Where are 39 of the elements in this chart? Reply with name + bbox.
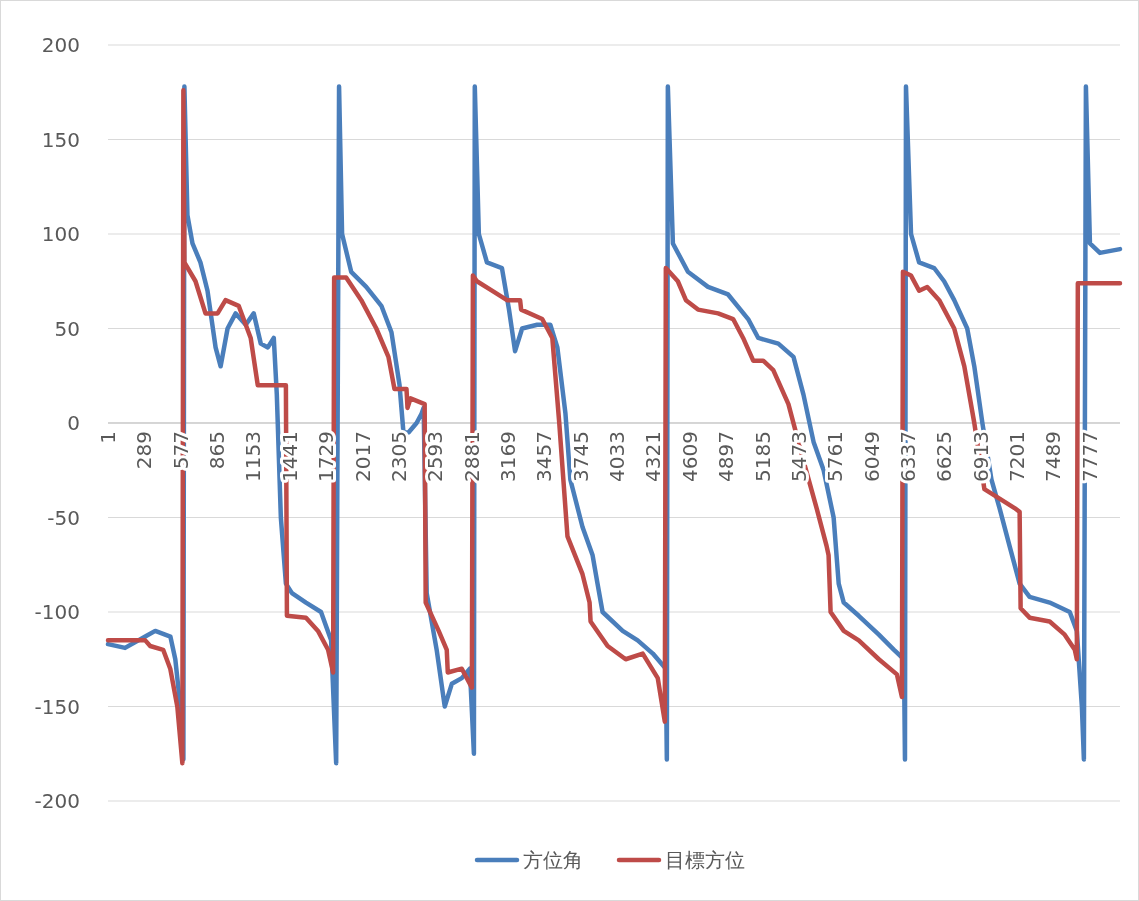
x-tick-label: 7777 <box>1077 431 1102 482</box>
x-tick-label: 1441 <box>277 431 302 482</box>
x-tick-label: 1729 <box>314 431 339 482</box>
x-tick-label: 6337 <box>896 431 920 482</box>
x-tick-label: 865 <box>205 431 230 470</box>
x-tick-label: 4321 <box>641 431 666 482</box>
x-tick-label: 6625 <box>932 431 957 482</box>
x-tick-label: 577 <box>168 431 193 470</box>
y-tick-label: -100 <box>34 600 80 624</box>
x-tick-label: 289 <box>132 431 157 470</box>
y-tick-label: 0 <box>67 411 80 435</box>
x-tick-label: 6913 <box>968 431 993 482</box>
x-tick-label: 5185 <box>750 431 775 482</box>
x-tick-label: 4033 <box>605 431 630 482</box>
x-tick-label: 2881 <box>459 431 484 482</box>
y-tick-label: 200 <box>41 33 80 57</box>
x-tick-label: 5761 <box>823 431 848 482</box>
y-tick-label: -200 <box>34 789 80 813</box>
x-tick-label: 1 <box>96 431 120 444</box>
x-tick-label: 2017 <box>350 431 375 482</box>
x-tick-label: 7201 <box>1005 431 1030 482</box>
x-tick-label: 5473 <box>786 431 811 482</box>
y-tick-label: -50 <box>47 505 80 530</box>
y-tick-label: 100 <box>41 222 80 246</box>
x-tick-label: 3169 <box>496 431 520 482</box>
x-tick-label: 4897 <box>714 431 739 482</box>
y-tick-label: 50 <box>54 316 80 341</box>
x-tick-label: 3745 <box>568 431 593 482</box>
x-tick-label: 1153 <box>241 431 266 482</box>
legend-label: 目標方位 <box>665 848 745 872</box>
y-tick-label: 150 <box>41 127 80 152</box>
legend-label: 方位角 <box>523 848 583 872</box>
x-tick-label: 2305 <box>386 431 411 482</box>
x-tick-label: 4609 <box>677 431 702 482</box>
x-tick-label: 2593 <box>423 431 448 482</box>
x-tick-label: 3457 <box>532 431 557 482</box>
x-tick-label: 7489 <box>1041 431 1066 482</box>
x-tick-label: 6049 <box>859 431 884 482</box>
y-tick-label: -150 <box>34 694 80 719</box>
